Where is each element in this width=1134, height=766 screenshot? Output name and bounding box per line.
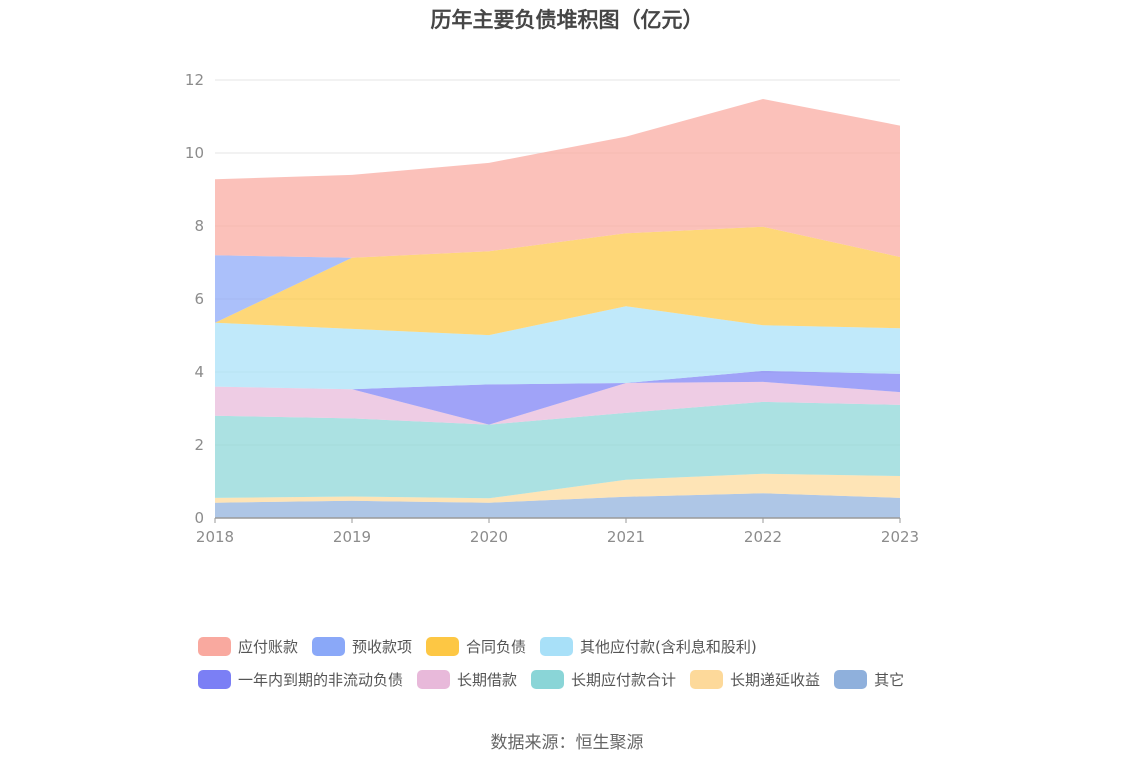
x-tick-label: 2020 <box>470 528 508 546</box>
legend-item[interactable]: 预收款项 <box>312 636 412 657</box>
area-series <box>215 99 900 518</box>
legend-swatch <box>531 670 565 689</box>
legend-swatch <box>540 637 574 656</box>
y-tick-label: 8 <box>194 217 204 235</box>
legend-item[interactable]: 合同负债 <box>426 636 526 657</box>
legend-item[interactable]: 应付账款 <box>198 636 298 657</box>
legend-label: 其它 <box>874 671 905 689</box>
area-series-2[interactable] <box>215 401 900 499</box>
legend-label: 长期应付款合计 <box>571 671 677 689</box>
data-source: 数据来源：恒生聚源 <box>490 733 644 753</box>
y-tick-label: 12 <box>185 71 204 89</box>
legend-item[interactable]: 长期应付款合计 <box>531 669 676 690</box>
legend-label: 预收款项 <box>352 638 413 656</box>
legend-label: 一年内到期的非流动负债 <box>238 671 404 689</box>
legend-item[interactable]: 一年内到期的非流动负债 <box>198 669 403 690</box>
legend-item[interactable]: 其他应付款(含利息和股利) <box>540 636 757 657</box>
legend-swatch <box>834 670 868 689</box>
legend-swatch <box>198 670 231 689</box>
y-tick-label: 10 <box>185 144 204 162</box>
legend-item[interactable]: 其它 <box>834 669 904 690</box>
legend-label: 合同负债 <box>466 638 527 656</box>
legend-swatch <box>690 670 724 689</box>
legend-label: 长期递延收益 <box>730 671 821 689</box>
y-tick-label: 6 <box>194 290 204 308</box>
x-tick-label: 2018 <box>196 528 234 546</box>
legend-row: 一年内到期的非流动负债 长期借款 长期应付款合计 长期递延收益 其它 <box>198 663 958 696</box>
y-tick-label: 0 <box>194 509 204 527</box>
y-tick-label: 4 <box>194 363 204 381</box>
x-tick-label: 2022 <box>744 528 782 546</box>
legend-swatch <box>198 637 231 656</box>
y-tick-label: 2 <box>194 436 204 454</box>
area-series-4[interactable] <box>215 370 900 425</box>
legend-item[interactable]: 长期借款 <box>417 669 517 690</box>
legend-swatch <box>417 670 451 689</box>
legend-label: 长期借款 <box>457 671 518 689</box>
legend-item[interactable]: 长期递延收益 <box>690 669 820 690</box>
legend-label: 应付账款 <box>238 638 299 656</box>
legend-row: 应付账款 预收款项 合同负债 其他应付款(含利息和股利) <box>198 630 958 663</box>
legend-swatch <box>426 637 460 656</box>
stacked-area-chart: 0 2 4 6 8 10 12 2018 2019 2020 2021 2022 2023 <box>185 71 919 546</box>
x-tick-label: 2021 <box>607 528 645 546</box>
chart-title: 历年主要负债堆积图（亿元） <box>430 8 704 32</box>
area-series-3[interactable] <box>215 381 900 425</box>
area-series-0[interactable] <box>215 493 900 518</box>
legend: 应付账款 预收款项 合同负债 其他应付款(含利息和股利) 一年内到期的非流动负债 长期借款… <box>198 630 958 696</box>
area-series-5[interactable] <box>215 306 900 390</box>
area-series-8[interactable] <box>215 99 900 258</box>
x-tick-label: 2019 <box>333 528 371 546</box>
area-series-6[interactable] <box>215 226 900 336</box>
axes: 0 2 4 6 8 10 12 2018 2019 2020 2021 2022 2023 <box>185 71 919 546</box>
legend-swatch <box>312 637 346 656</box>
x-tick-label: 2023 <box>881 528 919 546</box>
area-series-1[interactable] <box>215 473 900 503</box>
legend-label: 其他应付款(含利息和股利) <box>580 638 757 656</box>
